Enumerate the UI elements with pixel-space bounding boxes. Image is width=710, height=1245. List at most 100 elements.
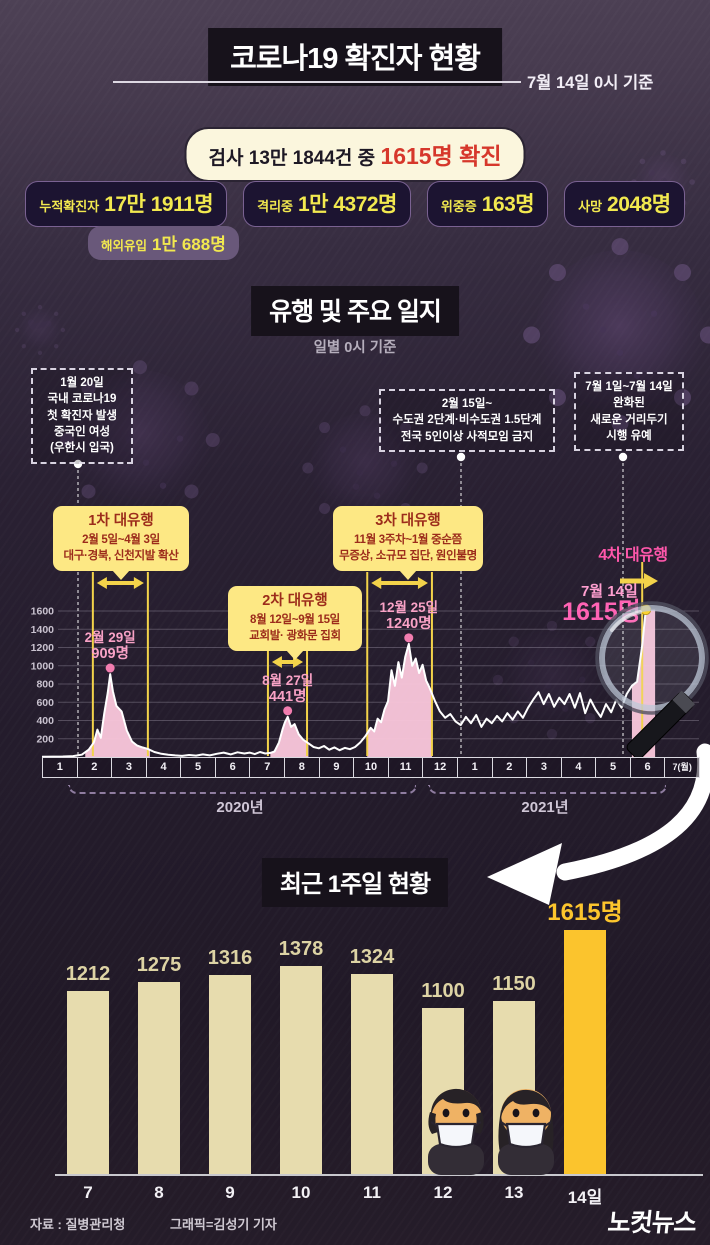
peak-date-label: 8월 27일 [262, 672, 313, 688]
masked-person-icon [428, 1088, 484, 1175]
wave-pointer [286, 649, 304, 660]
wave-area-fill [85, 674, 150, 757]
callout-line: 7월 1일~7월 14일 [585, 381, 673, 393]
month-cell: 7 [249, 758, 284, 777]
event-callout: 7월 1일~7월 14일 완화된 새로운 거리두기 시행 유예 [574, 372, 684, 452]
month-cell: 5 [595, 758, 630, 777]
wave-title: 2차 대유행 [262, 593, 328, 609]
peak-value-label: 1240명 [386, 614, 432, 632]
year-brace-2020 [68, 785, 417, 794]
month-cell: 2 [491, 758, 527, 777]
wave-period: 2월 5일~4월 3일 [82, 533, 160, 546]
stat-box: 사망 2048명 [564, 181, 685, 227]
callout-dot [456, 452, 466, 462]
month-cell: 3 [111, 758, 146, 777]
bar-value-label: 1378 [278, 938, 324, 960]
bar-category-label: 11 [363, 1183, 381, 1202]
as-of-date: 7월 14일 0시 기준 [527, 74, 654, 92]
stat-box: 위중증 163명 [426, 181, 549, 227]
test-summary-banner: 검사 13만 1844건 중 1615명 확진 [184, 127, 526, 182]
month-cell: 2 [76, 758, 112, 777]
callout-line: 전국 5인이상 사적모임 금지 [400, 430, 534, 443]
peak-dot [283, 706, 293, 716]
callout-line: 국내 코로나19 [47, 393, 117, 406]
recent-week-title: 최근 1주일 현황 [261, 858, 449, 907]
peak-dot [404, 633, 414, 643]
imported-value: 1만 688명 [152, 235, 226, 254]
bar-category-label: 10 [291, 1183, 311, 1202]
wave-pointer [112, 569, 130, 580]
wave-callout: 3차 대유행 11월 3주차~1월 중순쯤 무증상, 소규모 집단, 원인불명 [333, 506, 483, 580]
y-tick-label: 1600 [31, 606, 55, 618]
callout-dot [618, 452, 628, 462]
stat-value: 17만 1911명 [104, 193, 214, 216]
year-brace-2021 [428, 785, 667, 794]
bar-value-label: 1100 [421, 980, 465, 1002]
month-cell: 1 [456, 758, 492, 777]
y-tick-label: 1400 [31, 624, 55, 636]
callout-line: 2월 15일~ [441, 398, 493, 410]
wave-title: 1차 대유행 [88, 513, 154, 529]
stat-label: 누적확진자 [39, 199, 100, 214]
stat-value: 163명 [481, 193, 535, 216]
wave-period: 8월 12일~9월 15일 [250, 613, 340, 626]
month-cell: 1 [56, 761, 63, 773]
bar-category-label: 7 [83, 1183, 93, 1202]
bar-value-label: 1212 [65, 963, 111, 985]
magnifier-icon [595, 601, 709, 760]
bar [351, 974, 393, 1175]
swoosh-arrowhead [487, 843, 562, 905]
bar [280, 966, 322, 1175]
masked-person-icon [498, 1089, 554, 1175]
graphic-credit: 그래픽=김성기 기자 [170, 1217, 277, 1232]
callout-line: (우한시 입국) [50, 442, 114, 455]
peak-date-label: 7월 14일 [581, 583, 638, 600]
month-cell: 5 [180, 758, 215, 777]
wave-callout: 1차 대유행 2월 5일~4월 3일 대구·경북, 신천지발 확산 [53, 506, 189, 580]
month-cell: 12 [422, 758, 457, 777]
nocut-news-logo: 노컷뉴스 [606, 1209, 698, 1237]
month-cell: 11 [387, 758, 423, 777]
data-source: 자료 : 질병관리청 [30, 1217, 126, 1232]
stat-value: 2048명 [607, 193, 671, 216]
peak-date-label: 12월 25일 [379, 599, 438, 615]
bar-value-label: 1150 [492, 973, 536, 995]
swoosh-arrow [556, 743, 710, 881]
peak-date-label: 2월 29일 [85, 629, 136, 645]
event-callout: 1월 20일 국내 코로나19 첫 확진자 발생 중국인 여성 (우한시 입국) [31, 368, 133, 464]
stat-label: 위중증 [440, 199, 477, 214]
bar-category-label: 12 [433, 1183, 453, 1202]
bar-category-label: 14일 [567, 1188, 603, 1207]
peak-value-label: 441명 [269, 687, 307, 705]
year-label-2021: 2021년 [521, 799, 569, 816]
month-cell: 10 [353, 758, 388, 777]
timeline-section-title: 유행 및 주요 일지 [251, 286, 459, 336]
callout-line: 수도권 2단계·비수도권 1.5단계 [392, 414, 542, 427]
callout-line: 첫 확진자 발생 [47, 409, 117, 422]
year-label-2020: 2020년 [216, 799, 264, 816]
wave-period: 11월 3주차~1월 중순쯤 [354, 533, 462, 546]
bar [67, 991, 109, 1175]
y-tick-label: 1200 [31, 642, 55, 654]
imported-cases-badge: 해외유입 1만 688명 [88, 226, 239, 260]
y-tick-label: 1000 [31, 660, 55, 672]
bar-value-label: 1316 [207, 947, 253, 969]
bar-category-label: 8 [154, 1183, 164, 1202]
peak-dot [105, 663, 115, 673]
bar-value-label: 1324 [349, 946, 395, 968]
month-cell: 9 [318, 758, 354, 777]
month-cell: 6 [629, 758, 665, 777]
y-tick-label: 400 [36, 715, 54, 727]
timeline-subtitle: 일별 0시 기준 [313, 340, 397, 356]
peak-value-label: 909명 [91, 644, 129, 662]
bar [138, 982, 180, 1175]
callout-line: 새로운 거리두기 [590, 413, 668, 426]
bar [209, 975, 251, 1175]
bar [564, 930, 606, 1175]
test-count-text: 검사 13만 1844건 중 [208, 148, 381, 169]
bar-value-label: 1275 [136, 954, 182, 976]
bar-category-label: 9 [225, 1183, 235, 1202]
wave-area-fill [270, 716, 309, 757]
callout-line: 1월 20일 [60, 377, 104, 389]
